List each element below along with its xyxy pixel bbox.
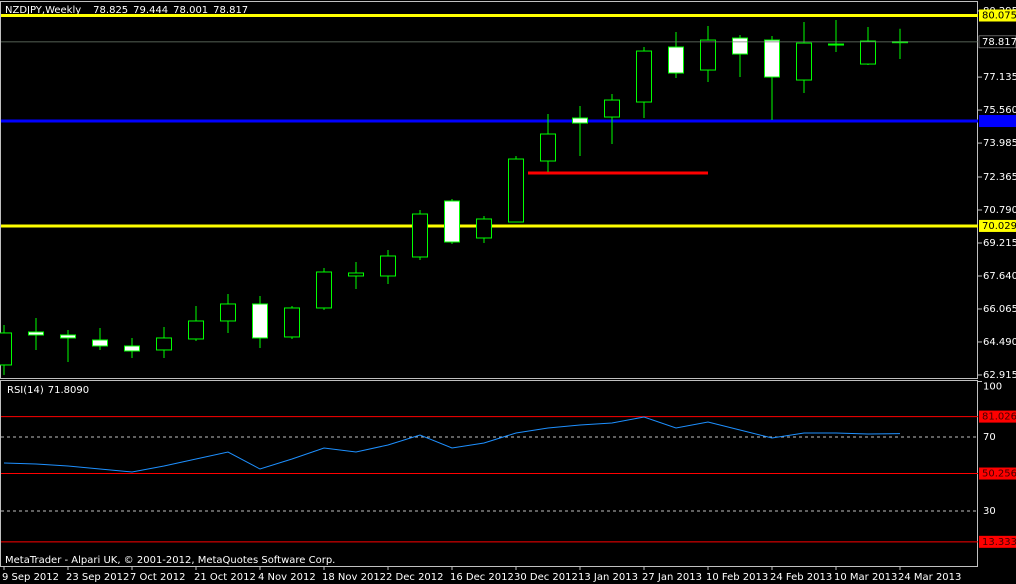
current-price-label: 78.817: [982, 37, 1016, 48]
current-price-box: [978, 35, 1016, 49]
candle-body: [508, 158, 524, 223]
level-label: 81.026: [982, 412, 1016, 423]
level-label: 50.256: [982, 469, 1016, 480]
candle-body: [572, 117, 588, 124]
x-tick-label: 16 Dec 2012: [450, 572, 514, 583]
y-tick-label: 72.365: [983, 172, 1016, 183]
candle-body: [476, 218, 492, 239]
x-tick-label: 10 Feb 2013: [706, 572, 768, 583]
rsi-line: [3, 416, 901, 473]
candle-body: [700, 39, 716, 71]
level-label-box: [979, 410, 1016, 423]
y-tick-label: 70.790: [983, 205, 1016, 216]
candle-body: [444, 200, 460, 243]
candle-body: [636, 50, 652, 103]
line-label: 80.075: [982, 11, 1016, 22]
candle-body: [860, 40, 876, 65]
y-tick-label: 64.490: [983, 337, 1016, 348]
y-tick-label: 73.985: [983, 138, 1016, 149]
y-tick-label: 70: [983, 432, 996, 443]
x-tick-label: 10 Mar 2013: [834, 572, 897, 583]
candle-body: [0, 332, 12, 366]
x-tick-label: 21 Oct 2012: [194, 572, 256, 583]
candle-body: [540, 133, 556, 162]
y-tick-label: 75.560: [983, 105, 1016, 116]
candle-body: [764, 39, 780, 78]
candle-body: [124, 345, 140, 352]
candle-body: [796, 42, 812, 81]
line-label-box: [979, 9, 1016, 22]
candle-body: [604, 99, 620, 118]
x-tick-label: 9 Sep 2012: [2, 572, 59, 583]
footer: MetaTrader - Alpari UK, © 2001-2012, Met…: [5, 555, 335, 566]
x-tick-label: 13 Jan 2013: [578, 572, 638, 583]
indicator-value: 71.8090: [48, 385, 89, 396]
line-label-box: [979, 219, 1016, 232]
candle-body: [668, 46, 684, 74]
candle-body: [732, 37, 748, 55]
y-tick-label: 30: [983, 506, 996, 517]
candle-body: [284, 307, 300, 338]
main-pane-border: [0, 1, 978, 379]
x-tick-label: 27 Jan 2013: [642, 572, 702, 583]
x-tick-label: 23 Sep 2012: [66, 572, 129, 583]
level-label-box: [979, 535, 1016, 548]
level-label: 13.333: [982, 537, 1016, 548]
x-tick-label: 24 Feb 2013: [770, 572, 832, 583]
candle-body: [188, 320, 204, 340]
x-tick-label: 2 Dec 2012: [386, 572, 444, 583]
candle-body: [28, 331, 44, 336]
indicator-name: RSI(14): [7, 385, 44, 396]
candle-body: [220, 303, 236, 322]
ohlc-value: 78.825: [93, 5, 128, 16]
chart-title: NZDJPY,Weekly 78.825 79.444 78.001 78.817: [5, 5, 248, 16]
candle-body: [380, 255, 396, 277]
y-tick-label: 77.135: [983, 72, 1016, 83]
level-label-box: [979, 467, 1016, 480]
candle-body: [316, 271, 332, 309]
candle-body: [60, 334, 76, 339]
candle-body: [412, 213, 428, 258]
candle-body: [828, 43, 844, 46]
y-tick-label: 66.065: [983, 304, 1016, 315]
title-text: NZDJPY,Weekly: [5, 5, 81, 16]
ohlc-value: 78.001: [173, 5, 208, 16]
candle-body: [252, 303, 268, 339]
x-tick-label: 24 Mar 2013: [898, 572, 961, 583]
x-tick-label: 18 Nov 2012: [322, 572, 386, 583]
candle-body: [92, 339, 108, 347]
indicator-title: RSI(14) 71.8090: [7, 385, 89, 396]
x-tick-label: 30 Dec 2012: [514, 572, 578, 583]
y-tick-label: 67.640: [983, 271, 1016, 282]
y-tick-label: 100: [983, 382, 1002, 393]
candle-body: [156, 337, 172, 351]
x-tick-label: 4 Nov 2012: [258, 572, 316, 583]
y-tick-label: 62.915: [983, 370, 1016, 381]
x-tick-label: 7 Oct 2012: [130, 572, 185, 583]
y-tick-label: 69.215: [983, 238, 1016, 249]
candle-body: [348, 272, 364, 277]
line-label-box: [979, 115, 1016, 128]
ohlc-value: 79.444: [133, 5, 168, 16]
line-label: 70.029: [982, 221, 1016, 232]
ohlc-value: 78.817: [213, 5, 248, 16]
